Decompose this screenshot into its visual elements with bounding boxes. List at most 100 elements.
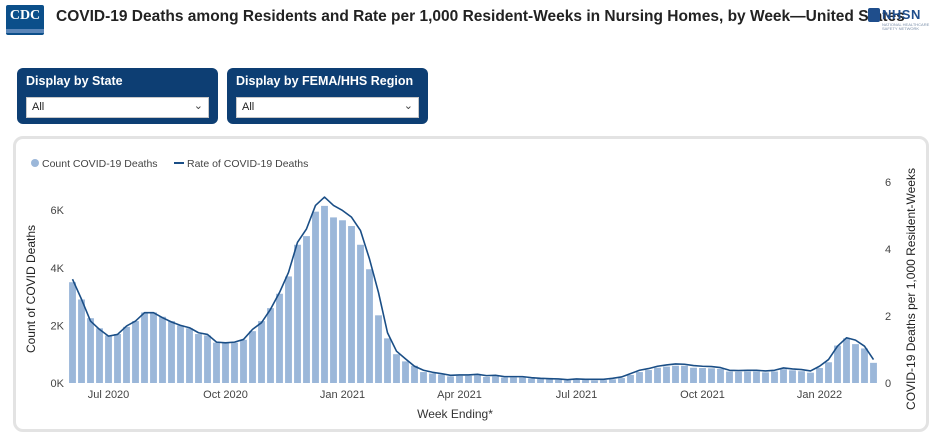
bar [303, 236, 310, 383]
bar [321, 205, 328, 383]
region-filter: Display by FEMA/HHS Region All ⌄ [227, 68, 428, 124]
legend: Count COVID-19 Deaths Rate of COVID-19 D… [31, 158, 308, 170]
bar [339, 220, 346, 383]
bar [744, 371, 751, 383]
state-select-value: All [32, 101, 45, 113]
y-axis-right-label: COVID-19 Deaths per 1,000 Resident-Weeks [904, 168, 918, 410]
bar [717, 368, 724, 383]
y-axis-left-label: Count of COVID Deaths [24, 225, 38, 353]
bar [519, 377, 526, 383]
bar [267, 308, 274, 383]
bar [330, 217, 337, 383]
y-tick-left-label: 6K [51, 205, 65, 217]
bar [483, 376, 490, 383]
bar [861, 348, 868, 383]
x-tick-label: Jan 2021 [320, 389, 365, 401]
region-select[interactable]: All ⌄ [236, 97, 419, 118]
page-header: CDC COVID-19 Deaths among Residents and … [0, 0, 936, 40]
bar [366, 269, 373, 383]
bar [150, 312, 157, 383]
bar [312, 211, 319, 383]
state-filter-label: Display by State [26, 74, 123, 88]
bar [771, 371, 778, 383]
bar [843, 338, 850, 383]
bar [753, 371, 760, 383]
bar [852, 344, 859, 383]
bar [213, 342, 220, 383]
bar [249, 331, 256, 383]
bar [105, 335, 112, 383]
bar [789, 370, 796, 383]
x-tick-label: Apr 2021 [437, 389, 482, 401]
legend-bar-label: Count COVID-19 Deaths [42, 158, 158, 170]
page-title: COVID-19 Deaths among Residents and Rate… [56, 8, 905, 25]
bar [447, 376, 454, 383]
y-tick-left-label: 0K [51, 378, 65, 390]
bar [141, 312, 148, 383]
bar [69, 282, 76, 383]
bar [258, 321, 265, 383]
nhsn-logo: NHSN NATIONAL HEALTHCARE SAFETY NETWORK [868, 7, 930, 35]
bar [681, 365, 688, 383]
bar [411, 365, 418, 383]
x-tick-label: Oct 2020 [203, 389, 248, 401]
bar [222, 342, 229, 383]
bar [825, 362, 832, 383]
bar [393, 354, 400, 383]
y-tick-right-label: 4 [885, 244, 891, 256]
bar [591, 380, 598, 383]
bar [690, 367, 697, 383]
cdc-logo: CDC [6, 5, 44, 35]
bar [231, 342, 238, 383]
bar [420, 372, 427, 383]
state-filter: Display by State All ⌄ [17, 68, 218, 124]
bar [348, 226, 355, 383]
bar [168, 321, 175, 383]
x-tick-label: Jul 2020 [88, 389, 130, 401]
deaths-chart: Count COVID-19 Deaths Rate of COVID-19 D… [24, 158, 918, 421]
bar [708, 368, 715, 383]
bar [375, 315, 382, 383]
bar [204, 335, 211, 383]
bar [870, 362, 877, 383]
y-tick-right-label: 6 [885, 177, 891, 189]
bar [78, 299, 85, 383]
bar [96, 328, 103, 383]
bar [654, 367, 661, 383]
bar [735, 371, 742, 383]
bar [240, 339, 247, 383]
bar [492, 376, 499, 383]
bar [663, 366, 670, 383]
bar [573, 379, 580, 383]
x-axis-label: Week Ending* [417, 407, 493, 421]
bar [87, 318, 94, 383]
bar [510, 377, 517, 383]
bar [582, 380, 589, 383]
bar [609, 379, 616, 383]
chevron-down-icon: ⌄ [193, 100, 203, 112]
y-tick-right-label: 2 [885, 311, 891, 323]
bar [195, 334, 202, 383]
bar [600, 380, 607, 383]
state-select[interactable]: All ⌄ [26, 97, 209, 118]
bar [384, 338, 391, 383]
bar [672, 365, 679, 383]
bar [159, 316, 166, 383]
nhsn-logo-text: NHSN [882, 7, 921, 22]
bar [627, 374, 634, 383]
bar [546, 379, 553, 383]
y-tick-left-label: 4K [51, 263, 65, 275]
bar [285, 276, 292, 383]
bar [177, 325, 184, 383]
region-filter-label: Display by FEMA/HHS Region [236, 74, 414, 88]
bar [537, 378, 544, 383]
chart-panel: Count COVID-19 Deaths Rate of COVID-19 D… [13, 136, 929, 432]
bar [402, 361, 409, 383]
bar [564, 380, 571, 383]
region-select-value: All [242, 101, 255, 113]
nhsn-logo-sub: NATIONAL HEALTHCARE SAFETY NETWORK [882, 22, 930, 31]
bar [762, 372, 769, 383]
bar [816, 368, 823, 383]
bar [618, 378, 625, 383]
bar [798, 371, 805, 383]
